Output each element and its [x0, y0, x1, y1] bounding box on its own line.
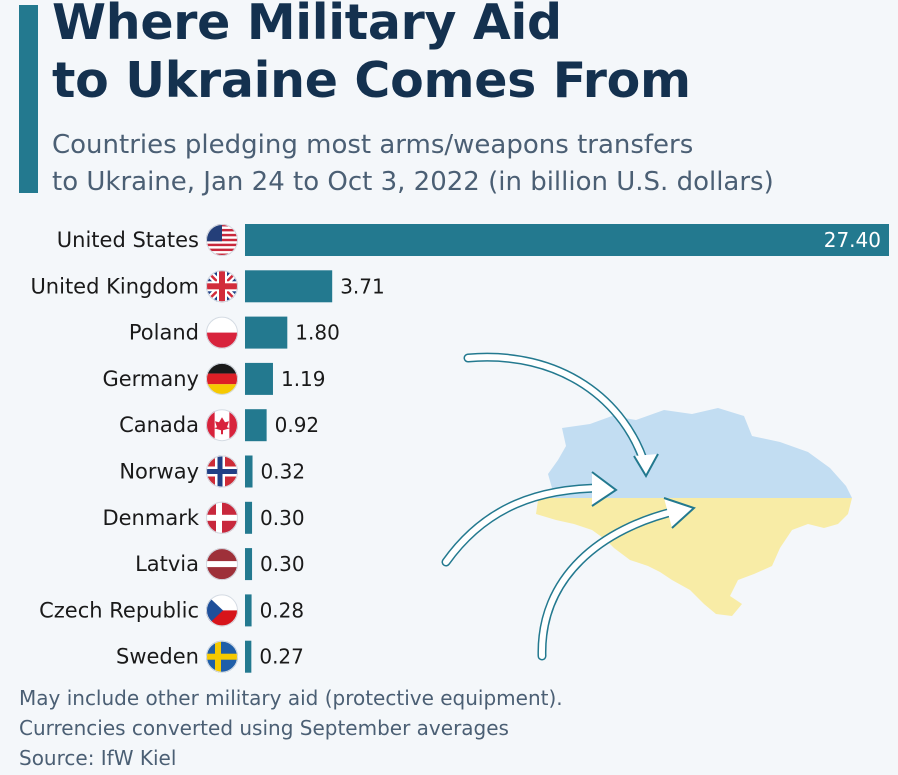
category-label: Poland — [129, 321, 199, 345]
category-label: Czech Republic — [39, 598, 199, 622]
flag-canada-icon — [206, 409, 238, 442]
data-label: 0.30 — [260, 552, 305, 576]
bar-row: Norway 0.32 — [119, 455, 306, 488]
category-label: United Kingdom — [30, 274, 199, 298]
source-note: Source: IfW Kiel — [19, 746, 177, 770]
bar-row: Czech Republic 0.28 — [39, 594, 305, 627]
footer: May include other military aid (protecti… — [19, 683, 563, 773]
data-label: 0.30 — [260, 506, 305, 530]
flag-poland-icon — [206, 316, 238, 349]
bar-row: Latvia 0.30 — [135, 548, 305, 581]
ukraine-map-flag-icon — [536, 408, 852, 616]
data-label: 1.19 — [281, 367, 326, 391]
footnote-line-1: May include other military aid (protecti… — [19, 686, 563, 710]
chart-subtitle-line-2: to Ukraine, Jan 24 to Oct 3, 2022 (in bi… — [52, 167, 774, 197]
flag-us-icon — [206, 224, 238, 256]
flag-germany-icon — [206, 362, 238, 395]
category-label: Germany — [102, 367, 199, 391]
flag-denmark-icon — [206, 501, 238, 534]
bar — [245, 270, 333, 303]
category-label: Norway — [119, 460, 199, 484]
bar — [245, 548, 253, 581]
incoming-arrows-icon — [441, 352, 696, 661]
data-label: 3.71 — [340, 274, 385, 298]
flag-uk-icon — [206, 270, 238, 303]
bar-row: Germany 1.19 — [102, 362, 326, 395]
data-label: 1.80 — [295, 321, 340, 345]
flag-norway-icon — [206, 455, 238, 488]
data-label: 0.28 — [260, 598, 305, 622]
bar — [245, 362, 273, 395]
bar-row: Poland 1.80 — [129, 316, 340, 349]
bar-row: Sweden 0.27 — [116, 640, 304, 673]
bar — [245, 224, 889, 256]
bar-row: United States 27.40 — [57, 224, 889, 256]
chart-title-line-2: to Ukraine Comes From — [52, 52, 691, 109]
bar-row: United Kingdom 3.71 — [30, 270, 385, 303]
category-label: Latvia — [135, 552, 199, 576]
flag-czech-icon — [206, 594, 238, 627]
bar — [245, 594, 252, 627]
bar — [245, 501, 253, 534]
category-label: Sweden — [116, 645, 199, 669]
bar — [245, 316, 288, 349]
footnote-line-2: Currencies converted using September ave… — [19, 716, 509, 740]
data-label: 0.27 — [259, 645, 304, 669]
chart-title-line-1: Where Military Aid — [52, 0, 562, 51]
data-label: 0.32 — [261, 460, 306, 484]
flag-latvia-icon — [206, 548, 238, 581]
chart-subtitle-line-1: Countries pledging most arms/weapons tra… — [52, 130, 694, 160]
bar-row: Canada 0.92 — [119, 409, 320, 442]
bar — [245, 455, 253, 488]
bar-row: Denmark 0.30 — [102, 501, 305, 534]
data-label: 0.92 — [275, 413, 320, 437]
bar — [245, 640, 252, 673]
chart-subtitle: Countries pledging most arms/weapons tra… — [52, 127, 774, 201]
data-label: 27.40 — [824, 228, 881, 252]
bar — [245, 409, 267, 442]
category-label: Denmark — [102, 506, 199, 530]
accent-bar — [19, 5, 38, 193]
category-label: Canada — [119, 413, 199, 437]
chart-title: Where Military Aid to Ukraine Comes From — [52, 0, 691, 110]
category-label: United States — [57, 228, 199, 252]
flag-sweden-icon — [206, 640, 238, 673]
